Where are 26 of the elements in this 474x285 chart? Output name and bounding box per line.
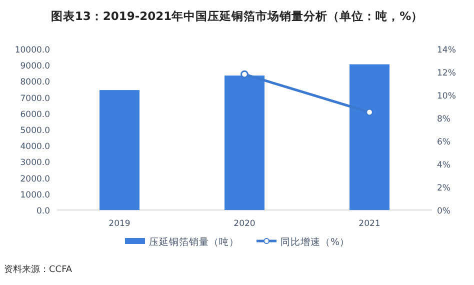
y-tick-label: 5000.0 (20, 126, 50, 136)
y2-tick-label: 0% (437, 206, 450, 216)
legend-label: 同比增速（%） (280, 236, 350, 248)
y-tick-label: 0.0 (36, 206, 50, 216)
y-tick-label: 8000.0 (20, 78, 50, 88)
y-tick-label: 3000.0 (20, 158, 50, 168)
y-tick-label: 9000.0 (20, 62, 50, 72)
y-tick-label: 2000.0 (20, 174, 50, 184)
x-tick-label: 2020 (234, 219, 256, 229)
y-tick-label: 4000.0 (20, 142, 50, 152)
y2-tick-label: 2% (437, 184, 450, 194)
y2-tick-label: 14% (437, 46, 456, 56)
y2-tick-label: 12% (437, 68, 456, 78)
y-tick-label: 6000.0 (20, 110, 50, 120)
x-tick-label: 2019 (108, 219, 130, 229)
x-tick-label: 2021 (358, 219, 380, 229)
legend-label: 压延铜箔销量（吨） (149, 236, 239, 248)
y2-tick-label: 6% (437, 138, 450, 148)
y2-tick-label: 4% (437, 160, 450, 170)
y-tick-label: 10000.0 (14, 46, 50, 56)
text: 资料来源：CCFA (4, 264, 73, 275)
y2-tick-label: 8% (437, 114, 450, 124)
y-tick-label: 7000.0 (20, 94, 50, 104)
y-tick-label: 1000.0 (20, 190, 50, 200)
chart-title: 图表13：2019-2021年中国压延铜箔市场销量分析（单位：吨，%） (50, 9, 424, 23)
y2-tick-label: 10% (437, 92, 456, 102)
